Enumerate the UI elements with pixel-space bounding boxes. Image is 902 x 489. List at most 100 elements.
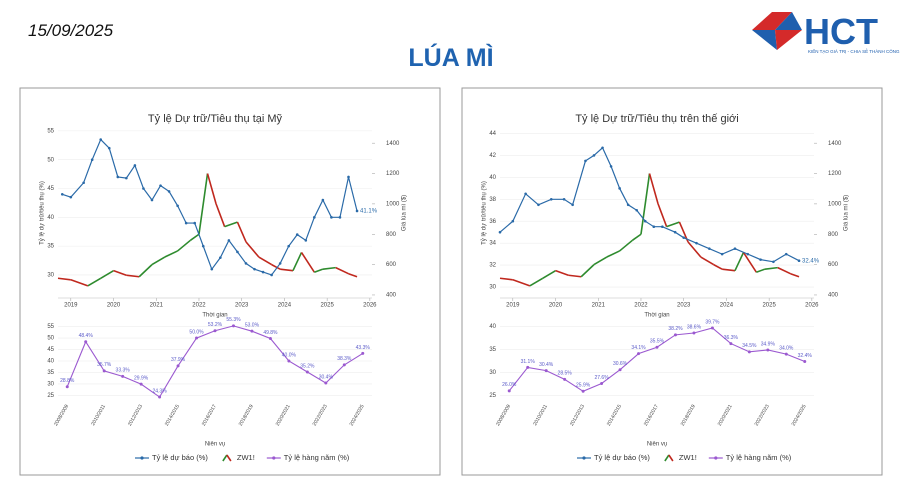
y2-tick-label: 600 — [386, 262, 397, 268]
x-tick-label: 2010/2011 — [532, 403, 549, 426]
value-label: 32.4% — [798, 353, 813, 359]
price-segment — [700, 256, 715, 266]
ratio-point — [746, 252, 750, 256]
x-tick-label: 2010/2011 — [90, 403, 107, 426]
ratio-point — [244, 262, 248, 265]
ratio-line — [499, 146, 800, 263]
chart-title: Tỷ lệ Dự trữ/Tiêu thụ trên thế giới — [575, 113, 738, 125]
price-segment — [236, 221, 247, 243]
price-segment — [722, 268, 736, 272]
value-label: 30.6% — [613, 361, 628, 367]
price-segment — [742, 252, 757, 273]
annual-point — [176, 364, 180, 368]
ratio-point — [99, 138, 103, 141]
page-title: LÚA MÌ — [408, 42, 493, 72]
logo: HCT KIẾN TẠO GIÁ TRỊ - CHIA SẺ THÀNH CÔN… — [752, 11, 900, 54]
y2-tick-label: 400 — [386, 293, 397, 299]
value-label: 53.2% — [208, 322, 223, 328]
x-tick-label: 2019 — [506, 303, 520, 309]
annual-point — [121, 374, 125, 378]
ratio-point — [236, 250, 239, 254]
x-tick-label: 2014/2015 — [606, 403, 623, 427]
value-label: 33.3% — [116, 368, 131, 374]
value-label: 36.3% — [724, 335, 739, 341]
price-segment — [224, 221, 238, 228]
ratio-point — [347, 175, 350, 179]
y-tick-label: 36 — [489, 219, 496, 225]
y-tick-label: 25 — [489, 393, 496, 399]
ratio-point — [184, 221, 188, 225]
panel — [461, 87, 883, 476]
ratio-point — [321, 198, 325, 202]
ratio-point — [355, 209, 359, 213]
ratio-point — [618, 187, 621, 190]
legend-label: ZW1! — [237, 453, 255, 462]
x-tick-label: 2026 — [805, 303, 819, 309]
value-label: 25.9% — [576, 383, 591, 389]
x-tick-label: 2022/2023 — [312, 403, 329, 427]
price-segment — [790, 272, 800, 278]
annual-point — [729, 342, 733, 346]
ratio-point — [673, 230, 677, 234]
y-axis-label: Tỷ lệ dự trữ/tiêu thụ (%) — [481, 181, 488, 245]
value-label: 30.4% — [319, 374, 334, 380]
ratio-point — [313, 216, 316, 219]
value-label: 55.3% — [226, 317, 241, 323]
annual-point — [563, 377, 567, 381]
ratio-point — [201, 244, 205, 248]
y-tick-label: 55 — [47, 324, 54, 330]
value-label: 49.8% — [263, 330, 278, 336]
legend-label: Tỷ lệ dự báo (%) — [152, 453, 208, 462]
ratio-point — [562, 197, 566, 201]
y-tick-label: 40 — [489, 324, 496, 330]
y-tick-label: 34 — [489, 241, 496, 247]
ratio-point — [661, 225, 664, 229]
ratio-point — [784, 252, 788, 256]
price-segment — [215, 203, 226, 227]
annual-point — [324, 381, 328, 385]
annual-point — [766, 348, 770, 352]
annual-point — [305, 370, 309, 374]
y2-tick-label: 600 — [828, 262, 839, 268]
ratio-point — [537, 203, 540, 207]
price-segment — [280, 268, 294, 272]
ratio-point — [227, 239, 231, 242]
chart-title: Tỷ lệ Dự trữ/Tiêu thụ tại Mỹ — [148, 113, 283, 125]
legend-swatch — [582, 456, 586, 460]
annual-point — [287, 359, 291, 363]
y-tick-label: 50 — [47, 157, 54, 163]
price-segment — [640, 173, 651, 235]
ratio-point — [708, 247, 711, 250]
x-tick-label: 2025 — [320, 303, 334, 309]
price-segment — [606, 250, 620, 258]
x-tick-label: 2008/2009 — [53, 403, 70, 427]
value-label: 27.6% — [594, 375, 609, 381]
price-segment — [348, 272, 358, 278]
value-label: 48.4% — [79, 333, 94, 339]
y-tick-label: 30 — [47, 382, 54, 388]
ratio-point — [797, 259, 801, 263]
value-label: 53.0% — [245, 323, 260, 329]
annual-point — [673, 333, 677, 337]
legend-label: Tỷ lệ hàng năm (%) — [284, 453, 350, 462]
annual-point — [710, 326, 714, 330]
ratio-point — [626, 203, 630, 207]
price-segment — [529, 277, 544, 287]
y-tick-label: 38 — [489, 197, 496, 203]
ratio-point — [571, 203, 574, 207]
annual-point — [803, 359, 807, 363]
ratio-point — [142, 187, 145, 190]
x-tick-label: 2023 — [235, 303, 249, 309]
price-segment — [756, 268, 766, 273]
price-segment — [764, 266, 778, 270]
y2-tick-label: 1400 — [386, 141, 400, 147]
x-tick-label: 2022 — [192, 303, 206, 309]
annual-point — [581, 389, 585, 393]
ratio-point — [643, 219, 647, 223]
price-segment — [648, 173, 659, 205]
price-segment — [499, 277, 513, 281]
annual-point — [139, 382, 143, 386]
ratio-point — [116, 175, 120, 179]
x-tick-label: 2020 — [549, 303, 563, 309]
